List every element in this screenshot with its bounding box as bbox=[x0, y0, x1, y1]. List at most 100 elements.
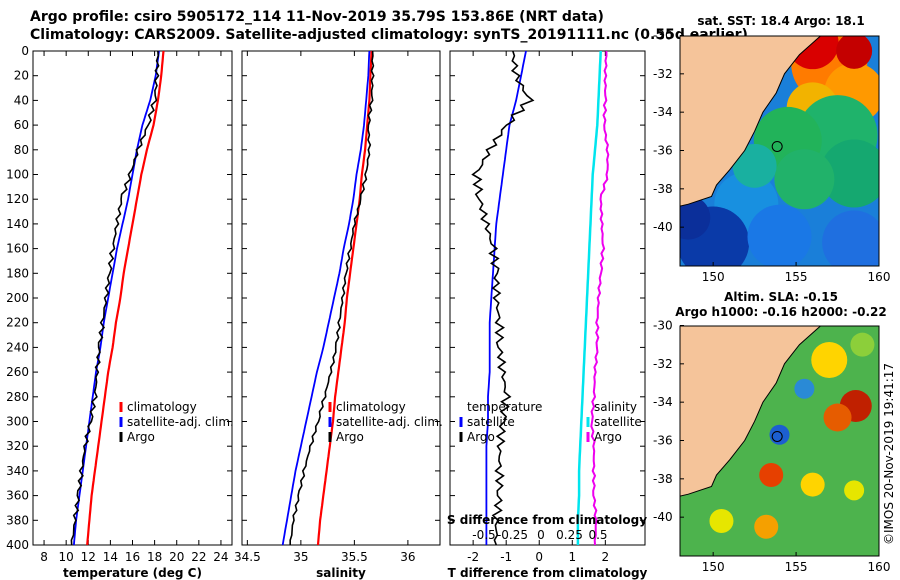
sst_map-ytick-label: -32 bbox=[653, 67, 673, 81]
temperature-xtick-label: 24 bbox=[213, 550, 228, 564]
depth-tick-label: 0 bbox=[21, 44, 29, 58]
legend-s-satellite: satellite bbox=[594, 415, 642, 429]
sst_map-ytick-label: -36 bbox=[653, 144, 673, 158]
tdiff-argo-line bbox=[471, 50, 535, 546]
temp-satellite-line bbox=[73, 50, 160, 546]
depth-tick-label: 200 bbox=[6, 291, 29, 305]
panel-difference: -2 -1 0 1 2 T difference from climatology S di… bbox=[447, 50, 648, 580]
legend-argo: Argo bbox=[336, 430, 364, 444]
sdiff-tick-label: 0.25 bbox=[556, 528, 583, 542]
legend-salinity-title: salinity bbox=[594, 400, 637, 414]
depth-tick-label: 320 bbox=[6, 439, 29, 453]
sla-blob bbox=[800, 472, 825, 497]
legend-temperature-title: temperature bbox=[467, 400, 542, 414]
sst-blob bbox=[774, 149, 835, 210]
depth-tick-label: 140 bbox=[6, 217, 29, 231]
salinity-xlabel: salinity bbox=[316, 566, 366, 580]
sst_map-xtick-label: 160 bbox=[868, 270, 891, 284]
legend-satellite-adj: satellite-adj. clim. bbox=[127, 415, 234, 429]
temperature-xtick-label: 20 bbox=[169, 550, 184, 564]
tdiff-satellite-line bbox=[485, 50, 527, 545]
sla_map-ytick-label: -36 bbox=[653, 434, 673, 448]
depth-tick-label: 380 bbox=[6, 513, 29, 527]
panel-salinity: 34.5 35 35.5 36 salinity climatologysatellite… bbox=[234, 50, 443, 580]
salinity-xtick-label: 35.5 bbox=[341, 550, 368, 564]
depth-tick-label: 300 bbox=[6, 415, 29, 429]
sla_map-ytick-label: -34 bbox=[653, 395, 673, 409]
depth-tick-label: 360 bbox=[6, 489, 29, 503]
difference-xlabel: T difference from climatology bbox=[448, 566, 648, 580]
temperature-xtick-label: 16 bbox=[125, 550, 140, 564]
temperature-xtick-label: 18 bbox=[147, 550, 162, 564]
sla-blob bbox=[823, 403, 852, 432]
sdiff-tick-label: 0 bbox=[537, 528, 545, 542]
sst_map-ytick-label: -40 bbox=[653, 220, 673, 234]
sla-blob bbox=[769, 424, 790, 445]
legend-satellite-adj: satellite-adj. clim. bbox=[336, 415, 443, 429]
sla_map-ytick-label: -38 bbox=[653, 472, 673, 486]
depth-tick-label: 60 bbox=[14, 118, 29, 132]
sal-climatology-line bbox=[316, 50, 373, 546]
legend-climatology: climatology bbox=[336, 400, 406, 414]
sla_map-xtick-label: 160 bbox=[868, 560, 891, 574]
sst-blob bbox=[732, 143, 777, 188]
sdiff-tick-label: -0.5 bbox=[472, 528, 495, 542]
argo-position-marker bbox=[771, 430, 783, 442]
temp-climatology-line bbox=[86, 50, 165, 546]
sla_map-ytick-label: -40 bbox=[653, 510, 673, 524]
sla_map-xtick-label: 150 bbox=[702, 560, 725, 574]
salinity-xtick-label: 34.5 bbox=[234, 550, 261, 564]
argo-position-marker bbox=[771, 140, 783, 152]
sst-blob bbox=[747, 204, 812, 266]
sla_map-ytick-label: -32 bbox=[653, 357, 673, 371]
sla-land bbox=[680, 326, 822, 497]
figure-title-line2: Climatology: CARS2009. Satellite-adjuste… bbox=[30, 27, 748, 43]
difference-xtick-label: -1 bbox=[500, 550, 512, 564]
sla-blob bbox=[850, 332, 875, 357]
sst-blob bbox=[820, 139, 879, 208]
depth-tick-label: 280 bbox=[6, 390, 29, 404]
legend-t-satellite: satellite bbox=[467, 415, 515, 429]
sst-land bbox=[680, 36, 822, 207]
temperature-xtick-label: 10 bbox=[59, 550, 74, 564]
panel-sla_map: 150 155 160 -30 -32 -34 -36 -38 -40 Altim. SLA: -… bbox=[653, 290, 890, 574]
depth-tick-label: 120 bbox=[6, 192, 29, 206]
difference-xtick-label: 0 bbox=[535, 550, 543, 564]
depth-tick-label: 160 bbox=[6, 242, 29, 256]
temp-argo-line bbox=[70, 50, 160, 546]
sla-title-line1: Altim. SLA: -0.15 bbox=[724, 290, 838, 304]
depth-tick-label: 100 bbox=[6, 168, 29, 182]
sdiff-satellite-line bbox=[576, 50, 602, 545]
salinity-xtick-label: 35 bbox=[293, 550, 308, 564]
depth-tick-label: 400 bbox=[6, 538, 29, 552]
sla-title-line2: Argo h1000: -0.16 h2000: -0.22 bbox=[675, 305, 886, 319]
legend-s-argo: Argo bbox=[594, 430, 622, 444]
difference-frame bbox=[449, 50, 646, 546]
sst_map-ytick-label: -30 bbox=[653, 29, 673, 43]
difference-xtick-label: 2 bbox=[602, 550, 610, 564]
sdiff-tick-label: -0.25 bbox=[497, 528, 528, 542]
sla-blob bbox=[844, 480, 865, 501]
sla-blob bbox=[709, 509, 734, 533]
temperature-xtick-label: 12 bbox=[81, 550, 96, 564]
sla_map-ytick-label: -30 bbox=[653, 319, 673, 333]
depth-tick-label: 240 bbox=[6, 340, 29, 354]
difference-xtick-label: -2 bbox=[467, 550, 479, 564]
depth-tick-label: 260 bbox=[6, 365, 29, 379]
depth-tick-label: 80 bbox=[14, 143, 29, 157]
salinity-xtick-label: 36 bbox=[400, 550, 415, 564]
sst-blob bbox=[836, 36, 873, 69]
depth-tick-label: 180 bbox=[6, 266, 29, 280]
depth-tick-label: 20 bbox=[14, 69, 29, 83]
sdiff-argo-line bbox=[590, 50, 610, 546]
sla-blob bbox=[759, 463, 784, 487]
sst-title: sat. SST: 18.4 Argo: 18.1 bbox=[697, 14, 864, 28]
sla-blob bbox=[794, 378, 815, 399]
temperature-frame bbox=[32, 50, 233, 546]
sla_map-xtick-label: 155 bbox=[785, 560, 808, 574]
temperature-xtick-label: 22 bbox=[191, 550, 206, 564]
sal-satellite-line bbox=[281, 50, 371, 546]
temperature-xtick-label: 14 bbox=[103, 550, 118, 564]
legend-t-argo: Argo bbox=[467, 430, 495, 444]
sst_map-ytick-label: -38 bbox=[653, 182, 673, 196]
